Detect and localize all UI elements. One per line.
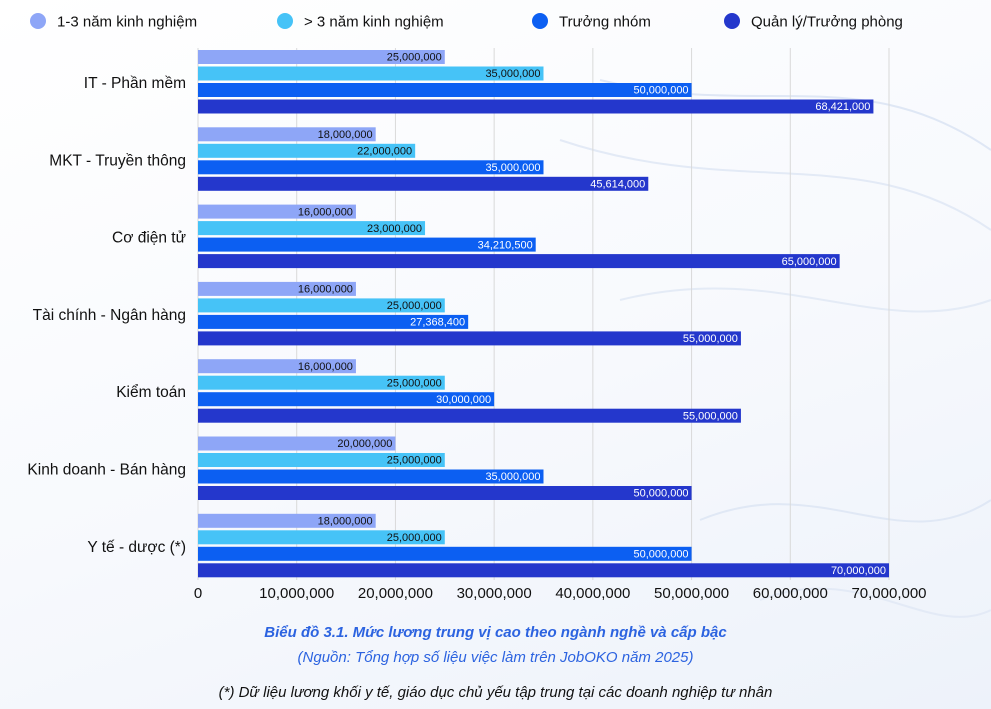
bar (198, 375, 445, 390)
bar-chart: 1-3 năm kinh nghiệm > 3 năm kinh nghiệm Tr… (27, 13, 927, 602)
category-label: Y tế - dược (*) (87, 539, 186, 556)
bar-data-label: 23,000,000 (367, 223, 422, 235)
x-tick-label: 60,000,000 (753, 585, 828, 602)
bar-data-label: 50,000,000 (634, 85, 689, 97)
bar (198, 50, 445, 64)
bar-data-label: 27,368,400 (410, 317, 465, 329)
bar-data-label: 55,000,000 (683, 410, 738, 422)
bar (198, 331, 741, 346)
category-label: Kinh doanh - Bán hàng (27, 462, 186, 479)
bar (198, 469, 544, 484)
category-label: Kiểm toán (116, 384, 186, 401)
bar (198, 204, 356, 219)
category-label: Tài chính - Ngân hàng (33, 307, 186, 324)
legend-label: Quản lý/Trưởng phòng (751, 14, 903, 31)
legend-label: 1-3 năm kinh nghiệm (57, 14, 197, 31)
bar-data-label: 25,000,000 (387, 52, 442, 64)
bar-data-label: 16,000,000 (298, 206, 353, 218)
bar-data-label: 35,000,000 (485, 162, 540, 174)
chart-caption-title: Biểu đồ 3.1. Mức lương trung vị cao theo… (264, 624, 727, 641)
bar-data-label: 25,000,000 (387, 532, 442, 544)
bar-data-label: 34,210,500 (478, 239, 533, 251)
category-label: Cơ điện tử (112, 230, 186, 247)
bar-data-label: 35,000,000 (485, 68, 540, 80)
bar (198, 254, 840, 269)
bar (198, 546, 692, 561)
bar (198, 221, 426, 236)
bar (198, 281, 356, 296)
legend-marker (724, 13, 740, 29)
bar-data-label: 50,000,000 (634, 549, 689, 561)
bar-data-label: 68,421,000 (815, 101, 870, 113)
bar (198, 237, 536, 252)
x-tick-label: 30,000,000 (457, 585, 532, 602)
bar-data-label: 70,000,000 (831, 565, 886, 577)
x-tick-label: 70,000,000 (851, 585, 926, 602)
bar (198, 359, 356, 374)
bar (198, 408, 741, 423)
bar (198, 160, 544, 175)
bar (198, 314, 469, 329)
chart-bars: 25,000,000 35,000,000 50,000,000 68,421,000… (198, 50, 889, 578)
bar-data-label: 45,614,000 (590, 179, 645, 191)
x-tick-label: 40,000,000 (555, 585, 630, 602)
x-tick-label: 50,000,000 (654, 585, 729, 602)
bar-data-label: 35,000,000 (485, 471, 540, 483)
bar-data-label: 25,000,000 (387, 300, 442, 312)
chart-caption-source: (Nguồn: Tổng hợp số liệu việc làm trên J… (297, 649, 694, 666)
bar (198, 99, 874, 114)
bar-data-label: 22,000,000 (357, 146, 412, 158)
category-axis: IT - Phần mềm MKT - Truyền thông Cơ điện t… (27, 75, 186, 556)
bar (198, 392, 495, 407)
bar-data-label: 20,000,000 (337, 438, 392, 450)
chart-legend: 1-3 năm kinh nghiệm > 3 năm kinh nghiệm Tr… (30, 13, 903, 31)
bar-data-label: 16,000,000 (298, 284, 353, 296)
legend-label: Trưởng nhóm (559, 14, 651, 31)
bar (198, 513, 376, 528)
category-label: IT - Phần mềm (84, 75, 186, 92)
bar-data-label: 30,000,000 (436, 394, 491, 406)
category-label: MKT - Truyền thông (49, 152, 186, 169)
chart-footnote: (*) Dữ liệu lương khối y tế, giáo dục ch… (218, 684, 773, 701)
bar (198, 563, 889, 578)
legend-marker (277, 13, 293, 29)
bar (198, 127, 376, 142)
x-tick-label: 0 (194, 585, 202, 602)
bar-data-label: 25,000,000 (387, 455, 442, 467)
bar-data-label: 55,000,000 (683, 333, 738, 345)
x-tick-label: 20,000,000 (358, 585, 433, 602)
legend-marker (532, 13, 548, 29)
bar (198, 486, 692, 500)
bar (198, 436, 396, 451)
bar (198, 83, 692, 97)
x-tick-label: 10,000,000 (259, 585, 334, 602)
bar-data-label: 25,000,000 (387, 377, 442, 389)
bar (198, 176, 649, 191)
bar-data-label: 50,000,000 (634, 488, 689, 500)
bar (198, 530, 445, 545)
legend-label: > 3 năm kinh nghiệm (304, 14, 444, 31)
bar-data-label: 18,000,000 (318, 516, 373, 528)
bar-data-label: 18,000,000 (318, 129, 373, 141)
value-axis: 0 10,000,000 20,000,000 30,000,000 40,000,00… (194, 585, 927, 602)
bar (198, 453, 445, 467)
bar-data-label: 16,000,000 (298, 361, 353, 373)
bar (198, 298, 445, 313)
bar (198, 143, 416, 158)
bar (198, 66, 544, 81)
legend-marker (30, 13, 46, 29)
bar-data-label: 65,000,000 (782, 256, 837, 268)
